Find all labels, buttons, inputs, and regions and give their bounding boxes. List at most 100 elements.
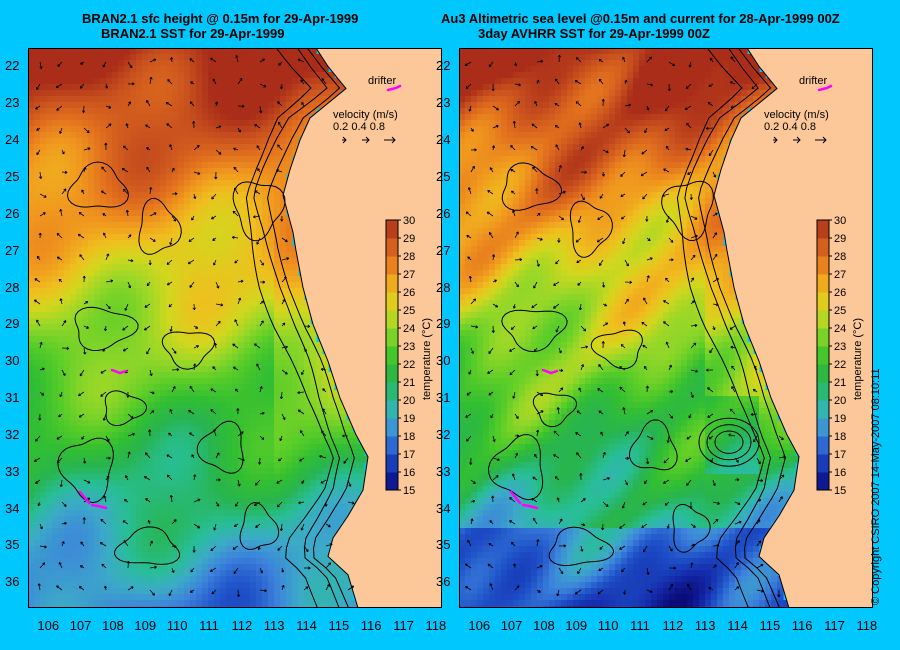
right-sst-field xyxy=(459,48,802,608)
latitude-label: 33 xyxy=(5,463,20,479)
colorbar-tick-label: 20 xyxy=(834,395,846,407)
latitude-label: 22 xyxy=(436,58,451,74)
left-drifter-tracks xyxy=(78,84,402,510)
colorbar-tick-label: 28 xyxy=(403,251,415,263)
left-colorbar: 30 29 28 27 26 25 24 23 22 21 20 19 18 17 16 15 temperat… xyxy=(385,215,433,497)
latitude-label: 36 xyxy=(5,574,20,590)
longitude-label: 109 xyxy=(134,618,157,633)
right-drifter-tracks xyxy=(509,84,833,510)
colorbar-tick-label: 17 xyxy=(403,449,415,461)
colorbar-tick-label: 20 xyxy=(403,395,415,407)
latitude-label: 35 xyxy=(5,537,20,553)
right-title-line1: Au3 Altimetric sea level @0.15m and curr… xyxy=(441,11,840,26)
drifter-label: drifter xyxy=(368,75,396,87)
colorbar-tick-label: 25 xyxy=(834,305,846,317)
latitude-label: 26 xyxy=(436,205,451,221)
longitude-label: 114 xyxy=(727,618,748,633)
latitude-label: 26 xyxy=(5,205,20,221)
longitude-label: 116 xyxy=(360,618,382,633)
colorbar-tick-label: 29 xyxy=(403,233,415,245)
colorbar-tick-label: 16 xyxy=(403,467,415,479)
left-title-line2: BRAN2.1 SST for 29-Apr-1999 xyxy=(101,26,285,41)
colorbar-tick-label: 26 xyxy=(403,287,415,299)
velocity-values: 0.2 0.4 0.8 xyxy=(764,121,816,133)
colorbar-tick-label: 29 xyxy=(834,233,846,245)
latitude-label: 33 xyxy=(436,463,451,479)
longitude-label: 118 xyxy=(425,618,447,633)
latitude-label: 23 xyxy=(5,95,20,111)
latitude-label: 34 xyxy=(436,500,451,516)
longitude-label: 110 xyxy=(597,618,619,633)
longitude-label: 111 xyxy=(199,618,219,633)
colorbar-tick-label: 24 xyxy=(403,323,415,335)
colorbar-tick-label: 28 xyxy=(834,251,846,263)
left-sst-field xyxy=(28,48,371,608)
longitude-label: 111 xyxy=(630,618,650,633)
colorbar-label: temperature (°C) xyxy=(852,318,864,400)
colorbar-tick-label: 22 xyxy=(403,359,415,371)
longitude-label: 112 xyxy=(662,618,684,633)
colorbar-tick-label: 19 xyxy=(834,413,846,425)
latitude-label: 24 xyxy=(5,132,20,148)
velocity-label: velocity (m/s) xyxy=(333,109,398,121)
longitude-label: 106 xyxy=(37,618,60,633)
latitude-label: 35 xyxy=(436,537,451,553)
colorbar-tick-label: 27 xyxy=(403,269,415,281)
right-map-panel: drifter velocity (m/s) 0.2 0.4 0.8 30 29 28 27… xyxy=(459,48,873,608)
colorbar-tick-label: 15 xyxy=(834,485,846,497)
latitude-label: 31 xyxy=(436,390,451,405)
right-land xyxy=(713,48,873,608)
longitude-label: 118 xyxy=(856,618,878,633)
latitude-label: 25 xyxy=(5,168,20,184)
colorbar-tick-label: 21 xyxy=(403,377,415,389)
colorbar-tick-label: 19 xyxy=(403,413,415,425)
drifter-label: drifter xyxy=(799,75,827,87)
latitude-label: 28 xyxy=(436,279,451,295)
copyright-text: © Copyright CSIRO 2007 14-May-2007 08:10… xyxy=(870,368,882,605)
right-height-contours xyxy=(487,48,786,608)
latitude-label: 36 xyxy=(436,574,451,590)
latitude-label: 28 xyxy=(5,279,20,295)
velocity-label: velocity (m/s) xyxy=(764,109,829,121)
colorbar-label: temperature (°C) xyxy=(421,318,433,400)
longitude-label: 114 xyxy=(296,618,317,633)
longitude-label: 112 xyxy=(231,618,253,633)
longitude-label: 115 xyxy=(759,618,781,633)
left-land xyxy=(282,48,442,608)
left-legend: drifter velocity (m/s)0.2 0.4 0.8 xyxy=(333,75,398,144)
latitude-label: 27 xyxy=(5,242,20,258)
latitude-label: 31 xyxy=(5,390,20,405)
longitude-label: 107 xyxy=(500,618,523,633)
latitude-label: 23 xyxy=(436,95,451,111)
colorbar-tick-label: 18 xyxy=(403,431,415,443)
left-map-panel: drifter velocity (m/s) 0.2 0.4 0.8 30 29 28 27… xyxy=(28,48,442,608)
right-title-line2: 3day AVHRR SST for 29-Apr-1999 00Z xyxy=(478,26,710,41)
colorbar-tick-label: 24 xyxy=(834,323,846,335)
colorbar-tick-label: 30 xyxy=(834,215,846,227)
left-map: drifter velocity (m/s)0.2 0.4 0.8 30 29 28 27… xyxy=(28,48,442,608)
colorbar-tick-label: 18 xyxy=(834,431,846,443)
longitude-label: 110 xyxy=(166,618,188,633)
right-legend: drifter velocity (m/s)0.2 0.4 0.8 xyxy=(764,75,829,144)
colorbar-tick-label: 27 xyxy=(834,269,846,281)
longitude-label: 107 xyxy=(69,618,92,633)
colorbar-tick-label: 25 xyxy=(403,305,415,317)
right-colorbar: 30 29 28 27 26 25 24 23 22 21 20 19 18 17 16 15 temperat… xyxy=(816,215,864,497)
colorbar-tick-label: 15 xyxy=(403,485,415,497)
colorbar-tick-label: 16 xyxy=(834,467,846,479)
latitude-label: 30 xyxy=(5,353,20,369)
latitude-label: 30 xyxy=(436,353,451,369)
colorbar-tick-label: 21 xyxy=(834,377,846,389)
longitude-label: 106 xyxy=(468,618,491,633)
latitude-label: 29 xyxy=(5,316,20,332)
latitude-label: 32 xyxy=(5,426,20,442)
latitude-label: 29 xyxy=(436,316,451,332)
longitude-label: 116 xyxy=(791,618,813,633)
longitude-label: 115 xyxy=(328,618,350,633)
left-velocity-arrows xyxy=(33,55,355,598)
latitude-label: 32 xyxy=(436,426,451,442)
latitude-label: 24 xyxy=(436,132,451,148)
latitude-label: 22 xyxy=(5,58,20,74)
longitude-label: 113 xyxy=(694,618,716,633)
longitude-label: 117 xyxy=(824,618,845,633)
